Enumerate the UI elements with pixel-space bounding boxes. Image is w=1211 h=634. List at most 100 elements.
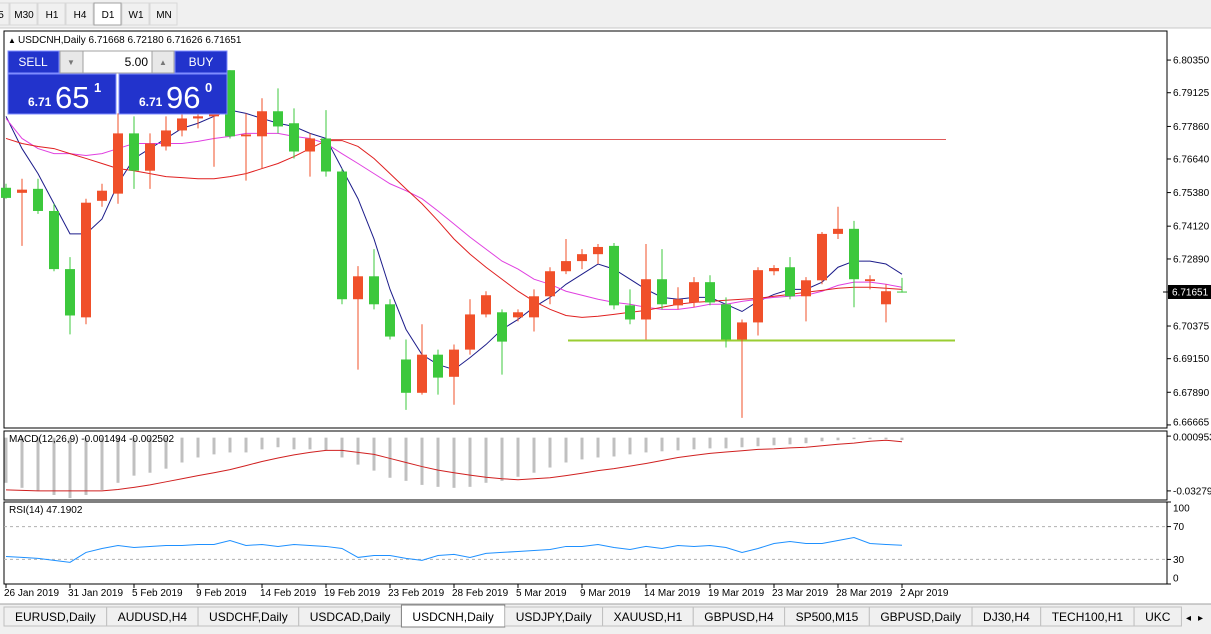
candle-body [113,133,123,194]
macd-bar [580,437,584,460]
timeframe-label[interactable]: H4 [74,10,87,21]
macd-bar [836,437,840,441]
symbol-tab-label[interactable]: TECH100,H1 [1052,610,1124,624]
macd-bar [788,437,792,445]
macd-bar [692,437,696,450]
tab-scroll-left[interactable]: ◂ [1186,613,1191,624]
candle-body [849,228,859,280]
macd-bar [404,437,408,481]
ask-price-box[interactable] [118,73,228,115]
macd-bar [276,437,280,448]
rsi-panel-frame [3,501,1168,585]
candle-body [257,111,267,137]
macd-bar [804,437,808,444]
y-tick-label: 0 [1173,574,1179,585]
y-tick-label: 6.66665 [1173,418,1210,429]
candle-body [769,268,779,272]
current-price-label: 6.71651 [1172,287,1209,298]
plot-layer: 6.80350 6.79125 6.77860 6.76640 6.75380 6.741… [1,35,1211,599]
candle-body [481,295,491,315]
symbol-tab[interactable] [1133,606,1182,627]
macd-bar [244,437,248,453]
macd-bar [356,437,360,465]
sell-label[interactable]: SELL [18,55,48,69]
macd-bar [84,437,88,495]
buy-button[interactable] [174,50,228,74]
candle-body [33,188,43,211]
candle-body [577,254,587,262]
candle-body [641,279,651,320]
timeframe-label[interactable]: H1 [46,10,59,21]
bid-price-box[interactable] [7,73,117,115]
candle-body [129,133,139,171]
timeframe-button[interactable] [0,2,10,26]
macd-bar [612,437,616,457]
timeframe-label[interactable]: 5 [0,10,4,21]
timeframe-button[interactable] [149,2,178,26]
macd-bar [340,437,344,458]
timeframe-label[interactable]: D1 [102,10,115,21]
macd-bar [100,437,104,490]
timeframe-button[interactable] [121,2,150,26]
macd-bar [756,437,760,447]
moving-average [5,118,903,310]
candle-body [561,261,571,272]
candle-body [177,118,187,131]
timeframe-button[interactable] [37,2,66,26]
symbol-tab-label[interactable]: DJ30,H4 [983,610,1030,624]
candle-body [209,113,219,117]
timeframe-button[interactable] [9,2,38,26]
symbol-tab-label[interactable]: GBPUSD,Daily [880,610,961,624]
ask-price-point: 0 [205,80,212,95]
macd-bar [20,437,24,488]
symbol-tab-label[interactable]: USDCAD,Daily [310,610,391,624]
candle-body [817,233,827,281]
symbol-tab-label[interactable]: USDCNH,Daily [412,610,493,624]
candle-body [801,280,811,297]
volume-up[interactable] [151,50,175,74]
candle-body [17,189,27,193]
macd-bar [676,437,680,451]
macd-bar [68,437,72,499]
buy-label[interactable]: BUY [189,55,214,69]
symbol-tab-label[interactable]: EURUSD,Daily [15,610,96,624]
macd-bar [740,437,744,448]
macd-bar [484,437,488,483]
candle-body [1,187,11,198]
candle-body [785,267,795,297]
timeframe-button[interactable] [93,2,122,26]
macd-bar [900,437,904,441]
macd-bar [852,437,856,440]
sell-button[interactable] [7,50,60,74]
y-tick-label: 70 [1173,522,1185,533]
macd-bar [260,437,264,450]
symbol-tab-label[interactable]: USDJPY,Daily [516,610,592,624]
symbol-tab-label[interactable]: XAUUSD,H1 [614,610,683,624]
y-tick-label: 6.70375 [1173,322,1210,333]
timeframe-label[interactable]: M30 [14,10,34,21]
symbol-tab-label[interactable]: USDCHF,Daily [209,610,288,624]
symbol-tab-label[interactable]: AUDUSD,H4 [118,610,188,624]
moving-average [5,137,903,318]
candle-body [241,134,251,137]
y-tick-label: 6.74120 [1173,222,1210,233]
symbol-tab-label[interactable]: UKC [1145,610,1171,624]
tab-scroll-right[interactable]: ▸ [1198,613,1203,624]
candle-body [145,143,155,171]
x-tick-label: 19 Mar 2019 [708,588,765,599]
timeframe-label[interactable]: W1 [129,10,144,21]
candle-body [289,123,299,152]
symbol-tab-label[interactable]: SP500,M15 [796,610,859,624]
y-tick-label: 6.69150 [1173,354,1210,365]
ask-price-prefix: 6.71 [139,95,163,109]
indicator-title: RSI(14) 47.1902 [9,505,83,516]
x-tick-label: 14 Feb 2019 [260,588,317,599]
y-tick-label: 6.72890 [1173,254,1210,265]
symbol-tab-label[interactable]: GBPUSD,H4 [704,610,774,624]
volume-value[interactable]: 5.00 [125,55,149,69]
toolbar [0,0,1211,28]
timeframe-button[interactable] [65,2,94,26]
timeframe-label[interactable]: MN [156,10,172,21]
y-tick-label: 6.79125 [1173,88,1210,99]
y-tick-label: 6.75380 [1173,188,1210,199]
